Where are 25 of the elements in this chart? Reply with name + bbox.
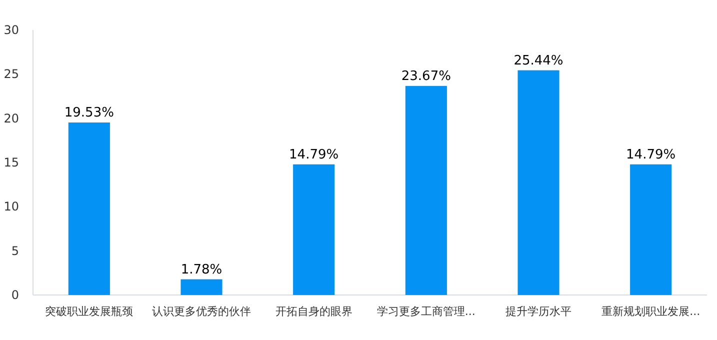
y-tick-label: 10 bbox=[4, 200, 19, 214]
data-label: 19.53% bbox=[64, 105, 114, 120]
bar bbox=[630, 164, 672, 295]
x-tick-label: 开拓自身的眼界 bbox=[275, 305, 352, 318]
x-tick-label: 提升学历水平 bbox=[506, 305, 572, 318]
data-label: 25.44% bbox=[514, 53, 564, 68]
bar bbox=[293, 164, 335, 295]
data-label: 1.78% bbox=[180, 262, 222, 278]
bar bbox=[68, 122, 110, 295]
y-tick-label: 5 bbox=[11, 244, 19, 258]
bar bbox=[405, 86, 447, 295]
data-label: 14.79% bbox=[289, 147, 339, 162]
y-tick-label: 15 bbox=[4, 156, 19, 170]
y-tick-label: 25 bbox=[4, 67, 19, 82]
data-label: 14.79% bbox=[626, 147, 676, 162]
y-tick-label: 0 bbox=[11, 288, 19, 302]
y-tick-label: 20 bbox=[4, 111, 19, 126]
data-label: 23.67% bbox=[401, 68, 451, 84]
x-tick-label: 重新规划职业发展... bbox=[602, 305, 700, 318]
x-tick-label: 认识更多优秀的伙伴 bbox=[152, 305, 251, 318]
bar bbox=[180, 279, 222, 295]
y-tick-label: 30 bbox=[4, 23, 19, 37]
x-tick-label: 突破职业发展瓶颈 bbox=[45, 305, 134, 318]
x-tick-label: 学习更多工商管理... bbox=[376, 305, 476, 318]
bar bbox=[518, 70, 560, 295]
